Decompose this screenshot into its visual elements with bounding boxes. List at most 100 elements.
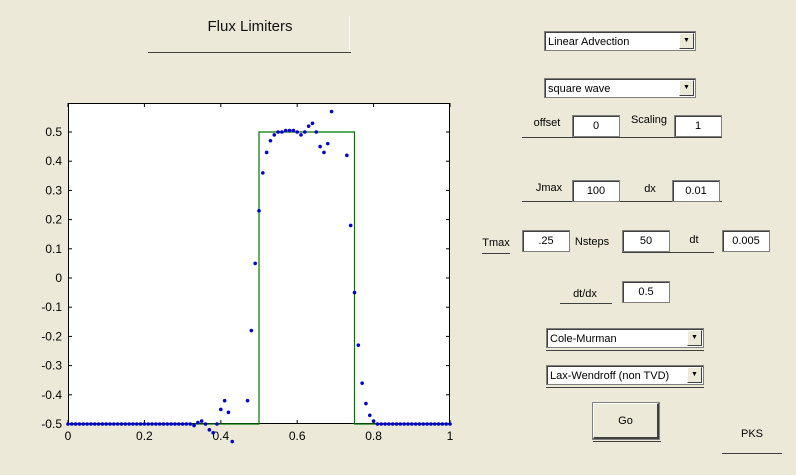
solution-point (230, 439, 235, 444)
x-tick-label: 1 (447, 429, 454, 443)
solution-point (444, 422, 448, 426)
solution-point (219, 407, 223, 412)
scheme-dropdown[interactable]: Lax-Wendroff (non TVD) ▼ (546, 365, 704, 385)
limiter-dropdown[interactable]: Cole-Murman ▼ (546, 328, 704, 348)
solution-point (352, 290, 357, 295)
solution-point (134, 422, 139, 426)
dtdx-underline (560, 303, 612, 304)
solution-point (154, 422, 158, 426)
solution-point (390, 422, 395, 426)
x-tick-label: 0.8 (365, 429, 382, 443)
solution-point (85, 422, 89, 426)
jmax-input[interactable]: 100 (572, 180, 620, 202)
solution-point (131, 422, 135, 426)
dtdx-input[interactable]: 0.5 (622, 281, 670, 303)
solution-point (119, 422, 124, 426)
scheme-dropdown-value: Lax-Wendroff (non TVD) (550, 370, 670, 382)
solution-point (123, 422, 128, 426)
jmax-label: Jmax (535, 182, 563, 194)
solution-point (211, 430, 215, 435)
solution-point (203, 422, 208, 426)
solution-point (188, 422, 193, 426)
solution-point (379, 422, 384, 426)
solution-point (360, 381, 364, 385)
limiter-underline (546, 350, 704, 351)
solution-point (345, 153, 349, 158)
solution-point (417, 422, 422, 426)
equation-dropdown[interactable]: Linear Advection ▼ (544, 31, 696, 51)
chevron-down-icon: ▼ (679, 33, 694, 49)
scheme-underline (546, 387, 704, 388)
solution-point (161, 422, 166, 426)
solution-point (184, 422, 189, 426)
offset-input[interactable]: 0 (572, 115, 620, 137)
y-tick-label: 0.5 (45, 125, 62, 139)
scaling-label: Scaling (630, 114, 668, 126)
tmax-label: Tmax (482, 237, 510, 249)
solution-point (261, 171, 265, 175)
solution-point (196, 420, 200, 425)
scaling-input[interactable]: 1 (674, 115, 722, 137)
dt-underline (622, 252, 714, 253)
dx-input[interactable]: 0.01 (672, 180, 720, 202)
solution-point (222, 398, 227, 403)
solution-point (104, 422, 108, 426)
solution-point (199, 419, 204, 423)
exact-solution-line (68, 131, 450, 425)
solution-point (96, 422, 101, 426)
solution-point (310, 121, 315, 126)
solution-point (280, 130, 284, 134)
nsteps-label: Nsteps (574, 236, 610, 248)
solution-point (77, 422, 82, 426)
author-underline (722, 453, 782, 454)
tmax-input[interactable]: .25 (522, 230, 570, 252)
go-underline (593, 441, 661, 442)
solution-point (112, 422, 116, 426)
chevron-down-icon: ▼ (687, 367, 702, 383)
x-tick-label: 0.6 (289, 429, 306, 443)
limiter-dropdown-value: Cole-Murman (550, 333, 617, 345)
initial-condition-value: square wave (548, 83, 611, 95)
solution-point (387, 422, 391, 426)
solution-point (257, 209, 261, 213)
solution-point (272, 133, 277, 137)
solution-point (283, 128, 288, 133)
initial-condition-dropdown[interactable]: square wave ▼ (544, 78, 696, 98)
y-tick-label: -0.1 (41, 300, 62, 314)
solution-point (169, 422, 173, 426)
solution-point (249, 328, 254, 333)
solution-point (180, 422, 185, 426)
chevron-down-icon: ▼ (679, 80, 694, 96)
y-tick-label: -0.5 (41, 417, 62, 431)
solution-point (318, 144, 322, 149)
solution-point (127, 422, 131, 426)
solution-point (287, 128, 292, 133)
title-divider (349, 16, 350, 52)
solution-point (402, 422, 406, 426)
solution-point (108, 422, 112, 426)
solution-point (440, 422, 445, 426)
solution-point (406, 422, 410, 426)
solution-point (81, 422, 86, 426)
go-button[interactable]: Go (592, 402, 660, 440)
solution-point (291, 128, 296, 133)
author-label: PKS (740, 428, 763, 440)
solution-point (421, 422, 426, 426)
solution-point (215, 422, 219, 426)
solution-point (432, 422, 437, 426)
nsteps-input[interactable]: 50 (622, 230, 670, 252)
x-tick-label: 0.2 (136, 429, 153, 443)
offset-underline (522, 137, 622, 138)
y-tick-label: 0.2 (45, 213, 62, 227)
x-tick-label: 0.4 (212, 429, 229, 443)
solution-point (383, 422, 387, 426)
solution-point (375, 422, 380, 426)
solution-point (356, 343, 361, 347)
solution-point (207, 428, 212, 432)
solution-point (173, 422, 177, 426)
dt-input[interactable]: 0.005 (722, 230, 770, 252)
solution-point (176, 422, 181, 426)
solution-point (398, 422, 403, 426)
solution-point (425, 422, 429, 426)
